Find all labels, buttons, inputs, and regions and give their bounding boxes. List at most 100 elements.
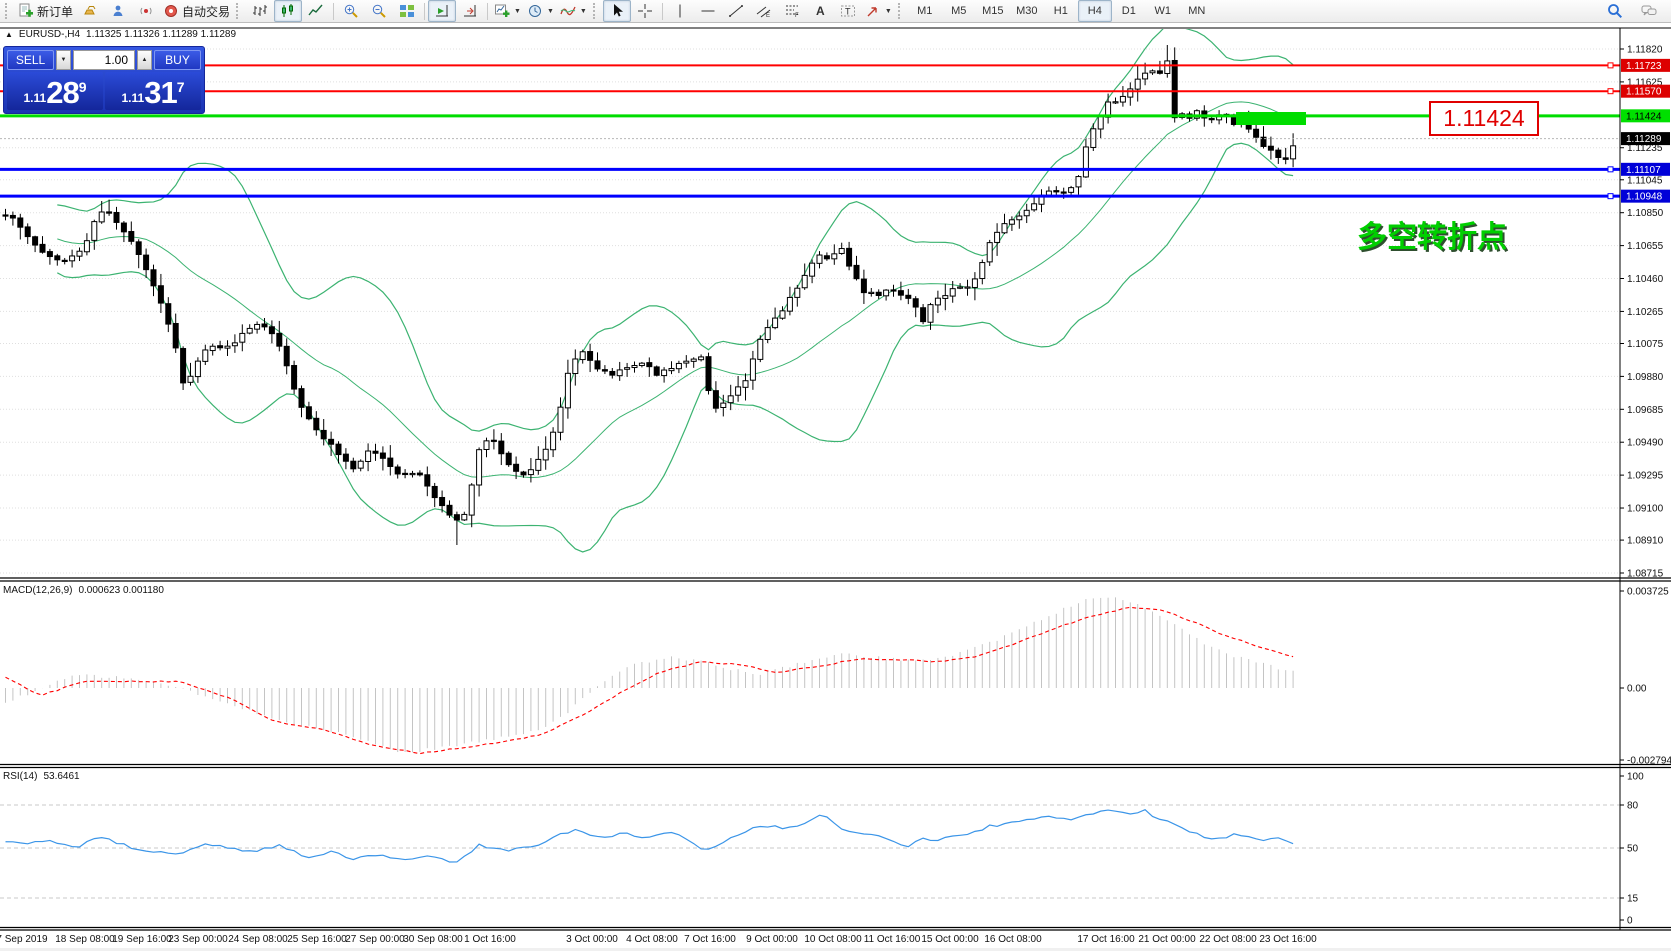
- rsi-pane: [0, 804, 1620, 899]
- toolbar-chart-bars-button[interactable]: [246, 0, 274, 22]
- volume-input[interactable]: 1.00: [73, 50, 135, 70]
- sell-button[interactable]: SELL: [7, 50, 54, 70]
- svg-text:1.11045: 1.11045: [1627, 175, 1663, 186]
- svg-text:1.11424: 1.11424: [1626, 111, 1662, 122]
- buy-price-button[interactable]: 1.11 31 7: [105, 72, 201, 110]
- macd-name: MACD(12,26,9): [3, 585, 73, 596]
- tf-h1-tab[interactable]: H1: [1044, 0, 1078, 22]
- toolbar-trendline-button[interactable]: [722, 0, 750, 22]
- tf-m15-tab[interactable]: M15: [976, 0, 1010, 22]
- toolbar-new-chart-button[interactable]: ▼: [491, 0, 524, 22]
- rsi-value: 53.6461: [43, 771, 80, 782]
- level-lines: [0, 62, 1620, 200]
- toolbar-market-button[interactable]: [76, 0, 104, 22]
- svg-text:1.11289: 1.11289: [1626, 134, 1662, 145]
- toolbar-news-feed-button[interactable]: [132, 0, 160, 22]
- toolbar-tile-windows-button[interactable]: [393, 0, 421, 22]
- price-level-callout[interactable]: 1.11424: [1429, 101, 1539, 136]
- toolbar-text-button[interactable]: A: [806, 0, 834, 22]
- svg-text:50: 50: [1627, 844, 1639, 855]
- tf-m5-tab[interactable]: M5: [942, 0, 976, 22]
- price-badge: 1.11424: [1621, 109, 1670, 123]
- price-badge: 1.11289: [1621, 132, 1670, 146]
- toolbar-signals-button[interactable]: [104, 0, 132, 22]
- svg-text:1.10948: 1.10948: [1626, 192, 1663, 203]
- turning-point-annotation[interactable]: 多空转折点: [1357, 221, 1507, 254]
- tf-h4-tab[interactable]: H4: [1077, 0, 1112, 22]
- toolbar-crosshair-button[interactable]: [631, 0, 659, 22]
- time-label: 7 Sep 2019: [0, 934, 48, 945]
- trendline-icon: [728, 3, 744, 19]
- time-axis[interactable]: 7 Sep 2019 18 Sep 08:00 19 Sep 16:00 23 Sep…: [0, 931, 1671, 948]
- toolbar-arrows-button[interactable]: ▼: [862, 0, 895, 22]
- tf-m30-tab[interactable]: M30: [1010, 0, 1044, 22]
- toolbar-chat-button[interactable]: [1635, 0, 1663, 22]
- toolbar-chart-shift-button[interactable]: [456, 0, 484, 22]
- chevron-down-icon[interactable]: ▼: [514, 7, 521, 15]
- macd-pane: [5, 597, 1294, 755]
- volume-decrease-button[interactable]: ▼: [56, 50, 71, 70]
- svg-text:1.09100: 1.09100: [1627, 504, 1664, 515]
- tf-mn-tab[interactable]: MN: [1180, 0, 1214, 22]
- tf-h1-label: H1: [1053, 5, 1068, 17]
- autoscroll-icon: [434, 3, 450, 19]
- vline-icon: [672, 3, 688, 19]
- toolbar-auto-scroll-button[interactable]: [428, 0, 457, 22]
- svg-text:1.09880: 1.09880: [1627, 372, 1664, 383]
- new-order-icon: [18, 3, 34, 19]
- tf-d1-tab[interactable]: D1: [1112, 0, 1146, 22]
- toolbar-profiles-button[interactable]: ▼: [524, 0, 557, 22]
- one-click-trading-panel: SELL ▼ 1.00 ▲ BUY 1.11 28 9 1.11 31 7: [3, 46, 205, 114]
- toolbar-separator: [661, 2, 663, 20]
- toolbar-separator: [333, 2, 335, 20]
- time-label: 3 Oct 00:00: [566, 934, 618, 945]
- buy-button[interactable]: BUY: [154, 50, 201, 70]
- tf-m1-tab[interactable]: M1: [908, 0, 942, 22]
- rsi-indicator-label: RSI(14) 53.6461: [3, 771, 80, 782]
- toolbar-zoom-in-button[interactable]: [337, 0, 365, 22]
- sell-price-prefix: 1.11: [23, 91, 47, 105]
- highlight-zone[interactable]: [1236, 112, 1306, 125]
- chevron-down-icon[interactable]: ▼: [884, 7, 892, 15]
- symbol-direction-icon: ▲: [5, 30, 13, 39]
- toolbar-indicators-list-button[interactable]: ▼: [557, 0, 590, 22]
- toolbar-vertical-line-button[interactable]: [666, 0, 694, 22]
- volume-increase-button[interactable]: ▲: [137, 50, 152, 70]
- toolbar-fibonacci-button[interactable]: F: [778, 0, 806, 22]
- price-scale[interactable]: 1.11820 1.11625 1.11235 1.11045 1.10850 1.106…: [1619, 28, 1671, 930]
- toolbar-text-label-button[interactable]: T: [834, 0, 862, 22]
- toolbar-equidistant-channel-button[interactable]: E: [750, 0, 778, 22]
- svg-text:1.11570: 1.11570: [1626, 87, 1662, 98]
- toolbar-cursor-button[interactable]: [602, 0, 631, 22]
- toolbar-auto-trading-button[interactable]: 自动交易: [160, 0, 233, 22]
- toolbar-new-order-button[interactable]: 新订单: [15, 0, 76, 22]
- candlesticks: [2, 45, 1297, 545]
- time-label: 27 Sep 00:00: [345, 934, 405, 945]
- toolbar-horizontal-line-button[interactable]: [694, 0, 722, 22]
- bollinger-bands: [57, 29, 1294, 553]
- chat-icon: [1641, 3, 1657, 19]
- time-label: 4 Oct 08:00: [626, 934, 678, 945]
- chevron-down-icon[interactable]: ▼: [546, 7, 554, 15]
- toolbar-chart-candles-button[interactable]: [274, 0, 303, 22]
- new-order-label: 新订单: [37, 4, 74, 19]
- symbol-period-label: EURUSD-,H4: [18, 29, 81, 40]
- shift-icon: [462, 3, 478, 19]
- toolbar-search-button[interactable]: [1601, 0, 1629, 22]
- tf-w1-tab[interactable]: W1: [1146, 0, 1180, 22]
- chevron-down-icon[interactable]: ▼: [579, 7, 587, 15]
- auto-trading-label: 自动交易: [182, 4, 231, 19]
- svg-text:1.08910: 1.08910: [1627, 536, 1664, 547]
- svg-text:0.00: 0.00: [1627, 684, 1647, 695]
- sell-price-main: 28: [46, 75, 79, 110]
- svg-text:1.11625: 1.11625: [1627, 77, 1663, 88]
- hline-icon: [700, 3, 716, 19]
- time-label: 23 Oct 16:00: [1259, 934, 1317, 945]
- toolbar-chart-line-button[interactable]: [302, 0, 330, 22]
- sell-price-button[interactable]: 1.11 28 9: [7, 72, 103, 110]
- tf-m15-label: M15: [982, 5, 1004, 17]
- toolbar-zoom-out-button[interactable]: [365, 0, 393, 22]
- price-badge: 1.11723: [1621, 58, 1670, 72]
